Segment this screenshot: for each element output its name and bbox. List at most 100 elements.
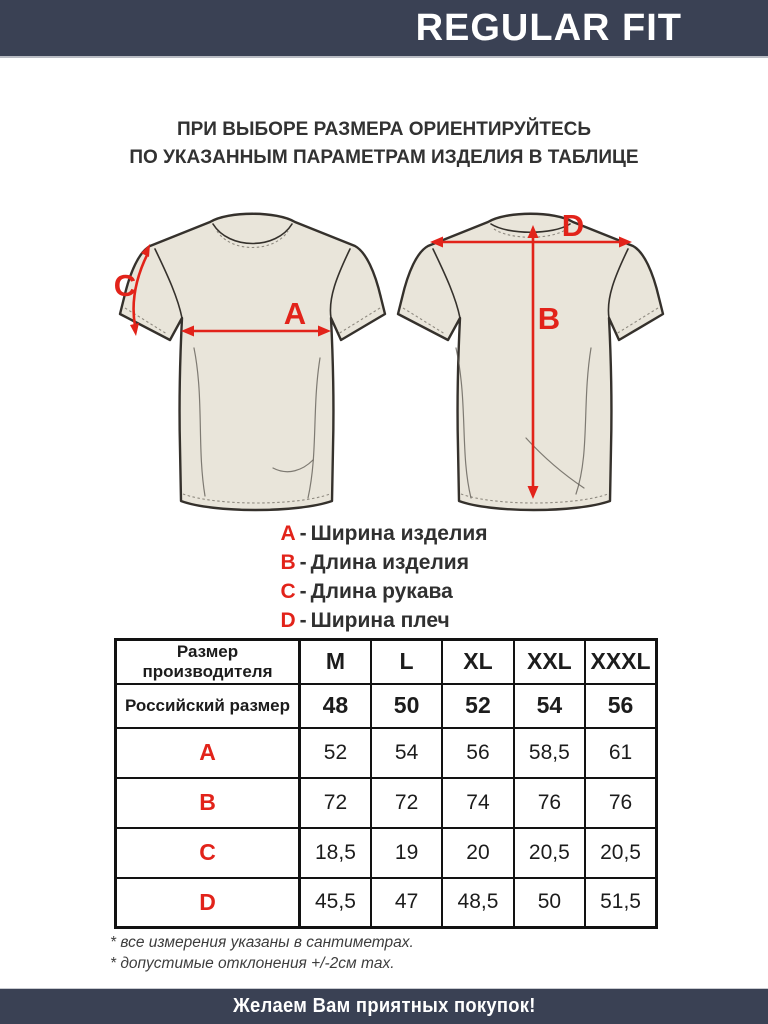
size-header-xxl: XXL: [512, 638, 587, 685]
table-cell: 72: [369, 776, 444, 829]
table-cell: 52: [298, 726, 372, 779]
table-cell: 76: [512, 776, 587, 829]
legend-label-c: Длина рукава: [310, 580, 453, 603]
back-fold-diagonal: [525, 437, 585, 489]
back-armhole-left: [432, 248, 461, 319]
back-neck-stitch: [493, 228, 568, 238]
dimension-label-b: B: [114, 776, 301, 829]
back-fold-right: [575, 347, 592, 495]
width-arrowhead-left: [181, 325, 194, 337]
table-cell: 20,5: [512, 826, 587, 879]
table-corner-label: Размер производителя: [114, 638, 301, 685]
legend-separator: -: [299, 580, 307, 603]
legend-letter-a: A: [280, 522, 296, 545]
table-cell: 61: [584, 726, 658, 779]
sleeve-arrowhead-bottom: [130, 323, 139, 336]
table-cell: 54: [512, 682, 587, 729]
fit-type-title: REGULAR FIT: [415, 7, 682, 49]
size-header-m: M: [298, 638, 372, 685]
size-table: Размер производителя M L XL XXL XXXL Рос…: [114, 638, 658, 929]
table-row-russian-size: Российский размер 48 50 52 54 56: [114, 682, 658, 729]
table-cell: 48,5: [441, 876, 515, 929]
legend-separator: -: [299, 609, 307, 632]
back-cuff-stitch-left: [402, 307, 446, 335]
footnote-tolerance: * допустимые отклонения +/-2см max.: [110, 955, 395, 972]
table-cell: 56: [584, 682, 658, 729]
table-cell: 47: [369, 876, 444, 929]
legend-letter-c: C: [280, 580, 296, 603]
sleeve-arrow-label: C: [114, 268, 136, 303]
table-row-c: C 18,5 19 20 20,5 20,5: [114, 826, 658, 879]
width-arrowhead-right: [318, 325, 331, 337]
table-cell: 74: [441, 776, 515, 829]
shoulder-arrow-label: D: [562, 208, 584, 243]
width-arrow-label: A: [284, 296, 306, 331]
tshirt-front-diagram: A C: [114, 212, 387, 512]
legend-item-a: A - Ширина изделия: [281, 519, 488, 548]
footnotes: * все измерения указаны в сантиметрах. *…: [110, 932, 414, 974]
table-cell: 72: [298, 776, 372, 829]
size-header-l: L: [369, 638, 444, 685]
table-cell: 19: [369, 826, 444, 879]
front-fold-bottom: [272, 459, 314, 473]
size-header-xl: XL: [441, 638, 515, 685]
front-fold-left: [193, 347, 206, 497]
table-cell: 54: [369, 726, 444, 779]
dimension-label-a: A: [114, 726, 301, 779]
legend-label-b: Длина изделия: [310, 551, 469, 574]
sleeve-arrowhead-top: [141, 244, 150, 257]
length-arrow-label: B: [538, 301, 560, 336]
legend-separator: -: [299, 522, 307, 545]
measurement-legend: A - Ширина изделия B - Длина изделия C - Длина…: [0, 519, 768, 635]
back-fold-left: [455, 347, 472, 499]
table-cell: 51,5: [584, 876, 658, 929]
legend-label-a: Ширина изделия: [310, 522, 488, 545]
tshirt-back-diagram: D B: [396, 208, 665, 512]
back-armhole-right: [607, 248, 629, 319]
table-cell: 76: [584, 776, 658, 829]
table-cell: 20: [441, 826, 515, 879]
front-cuff-stitch-right: [337, 307, 381, 335]
table-cell: 45,5: [298, 876, 372, 929]
front-neckline: [212, 223, 293, 245]
length-arrowhead-top: [527, 225, 539, 238]
shoulder-arrowhead-right: [619, 236, 632, 248]
table-cell: 50: [369, 682, 444, 729]
legend-letter-d: D: [280, 609, 296, 632]
front-armhole-left: [154, 248, 183, 319]
footnote-units: * все измерения указаны в сантиметрах.: [110, 934, 414, 951]
table-row-b: B 72 72 74 76 76: [114, 776, 658, 829]
table-cell: 58,5: [512, 726, 587, 779]
intro-line-1: ПРИ ВЫБОРЕ РАЗМЕРА ОРИЕНТИРУЙТЕСЬ: [176, 119, 592, 140]
length-arrowhead-bottom: [527, 486, 539, 499]
footer-message: Желаем Вам приятных покупок!: [232, 995, 536, 1017]
table-header-row: Размер производителя M L XL XXL XXXL: [114, 638, 658, 685]
legend-separator: -: [299, 551, 307, 574]
russian-size-label: Российский размер: [114, 682, 301, 729]
table-cell: 18,5: [298, 826, 372, 879]
front-neck-stitch: [216, 230, 289, 249]
dimension-label-c: C: [114, 826, 301, 879]
shoulder-arrowhead-left: [430, 236, 443, 248]
front-cuff-stitch-left: [124, 307, 168, 335]
table-cell: 50: [512, 876, 587, 929]
legend-item-b: B - Длина изделия: [281, 548, 488, 577]
legend-item-c: C - Длина рукава: [281, 577, 488, 606]
table-cell: 52: [441, 682, 515, 729]
header-bar: REGULAR FIT: [0, 0, 768, 58]
table-row-d: D 45,5 47 48,5 50 51,5: [114, 876, 658, 929]
back-cuff-stitch-right: [615, 307, 659, 335]
front-fold-right: [307, 357, 321, 499]
size-header-xxxl: XXXL: [584, 638, 658, 685]
intro-text: ПРИ ВЫБОРЕ РАЗМЕРА ОРИЕНТИРУЙТЕСЬ ПО УКА…: [0, 116, 768, 172]
table-cell: 48: [298, 682, 372, 729]
intro-line-2: ПО УКАЗАННЫМ ПАРАМЕТРАМ ИЗДЕЛИЯ В ТАБЛИЦ…: [129, 147, 639, 168]
front-armhole-right: [329, 248, 351, 319]
footer-bar: Желаем Вам приятных покупок!: [0, 988, 768, 1024]
table-row-a: A 52 54 56 58,5 61: [114, 726, 658, 779]
legend-item-d: D - Ширина плеч: [281, 606, 488, 635]
dimension-label-d: D: [114, 876, 301, 929]
legend-letter-b: B: [280, 551, 296, 574]
legend-label-d: Ширина плеч: [310, 609, 450, 632]
table-cell: 20,5: [584, 826, 658, 879]
